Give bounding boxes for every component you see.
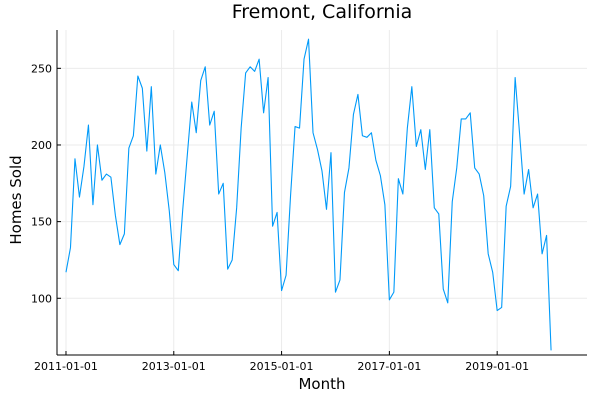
y-tick-label: 200 [31, 139, 52, 152]
x-tick-label: 2019-01-01 [465, 360, 529, 373]
y-tick-label: 150 [31, 216, 52, 229]
y-axis-label: Homes Sold [7, 155, 25, 244]
x-axis-label: Month [298, 375, 345, 393]
chart-title: Fremont, California [232, 1, 413, 23]
x-tick-label: 2015-01-01 [250, 360, 314, 373]
series-layer [65, 38, 552, 351]
tick-labels: 2011-01-01 2013-01-01 2015-01-01 2017-01-01… [31, 62, 529, 373]
x-tick-label: 2017-01-01 [357, 360, 421, 373]
axes [56, 30, 587, 356]
x-tick-label: 2013-01-01 [142, 360, 206, 373]
y-tick-label: 250 [31, 62, 52, 75]
grid-lines [57, 30, 587, 355]
x-tick-label: 2011-01-01 [34, 360, 98, 373]
y-tick-label: 100 [31, 292, 52, 305]
series-line [65, 38, 552, 351]
